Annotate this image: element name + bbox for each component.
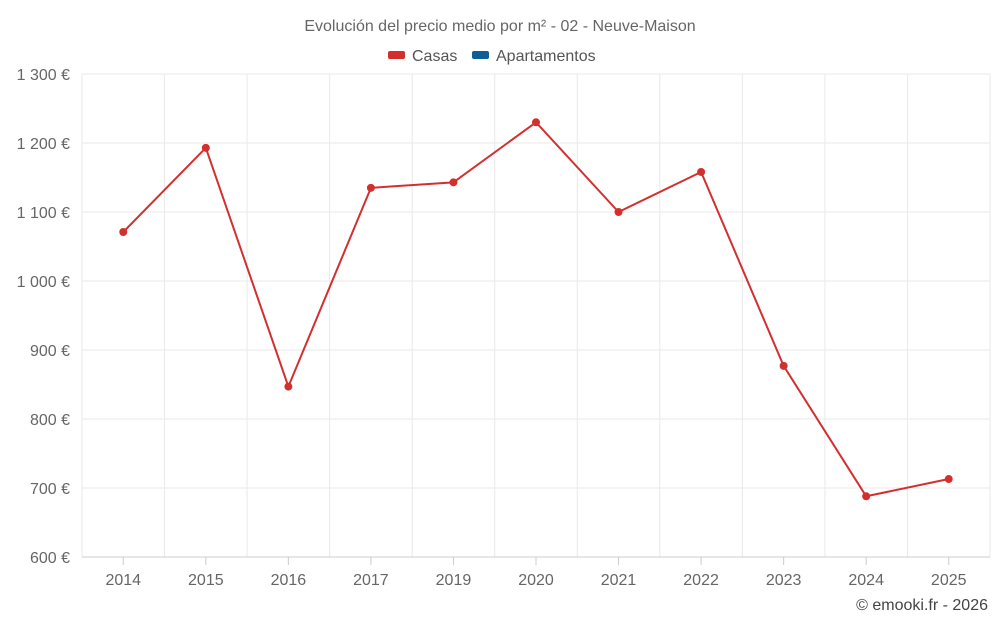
x-tick-label: 2020 xyxy=(518,572,554,589)
x-tick-label: 2016 xyxy=(271,572,307,589)
data-point[interactable] xyxy=(697,167,706,176)
legend-label-apartamentos: Apartamentos xyxy=(496,48,596,65)
y-tick-label: 1 100 € xyxy=(17,205,70,222)
data-point[interactable] xyxy=(119,228,128,237)
y-tick-label: 700 € xyxy=(30,481,70,498)
y-tick-label: 600 € xyxy=(30,550,70,567)
x-tick-label: 2014 xyxy=(105,572,141,589)
y-tick-label: 1 000 € xyxy=(17,274,70,291)
data-point[interactable] xyxy=(201,143,210,152)
data-point[interactable] xyxy=(614,208,623,216)
legend: Casas Apartamentos xyxy=(388,48,596,65)
y-tick-label: 900 € xyxy=(30,343,70,360)
y-tick-label: 1 300 € xyxy=(17,67,70,84)
x-tick-label: 2017 xyxy=(353,572,389,589)
axes: 600 € 700 € 800 € 900 € 1 000 € 1 100 € 1 200 … xyxy=(17,67,990,589)
grid xyxy=(81,73,991,558)
chart-title: Evolución del precio medio por m² - 02 -… xyxy=(304,18,695,35)
data-point[interactable] xyxy=(779,361,788,370)
legend-swatch-casas xyxy=(388,51,405,59)
legend-swatch-apartamentos xyxy=(472,51,489,59)
legend-item-apartamentos[interactable]: Apartamentos xyxy=(472,48,596,65)
x-tick-label: 2022 xyxy=(683,572,719,589)
legend-label-casas: Casas xyxy=(412,48,457,65)
x-tick-label: 2025 xyxy=(931,572,967,589)
credit-text: © emooki.fr - 2026 xyxy=(856,597,988,614)
data-point[interactable] xyxy=(944,475,953,484)
legend-item-casas[interactable]: Casas xyxy=(388,48,457,65)
x-tick-label: 2023 xyxy=(766,572,802,589)
data-point[interactable] xyxy=(449,178,458,187)
x-tick-label: 2015 xyxy=(188,572,224,589)
series-casas xyxy=(119,118,953,501)
data-point[interactable] xyxy=(366,183,375,192)
y-tick-label: 800 € xyxy=(30,412,70,429)
x-tick-label: 2021 xyxy=(601,572,637,589)
x-tick-label: 2019 xyxy=(436,572,472,589)
data-point[interactable] xyxy=(862,492,871,501)
x-tick-label: 2024 xyxy=(848,572,884,589)
data-point[interactable] xyxy=(284,382,293,391)
y-tick-label: 1 200 € xyxy=(17,136,70,153)
data-point[interactable] xyxy=(532,118,540,127)
